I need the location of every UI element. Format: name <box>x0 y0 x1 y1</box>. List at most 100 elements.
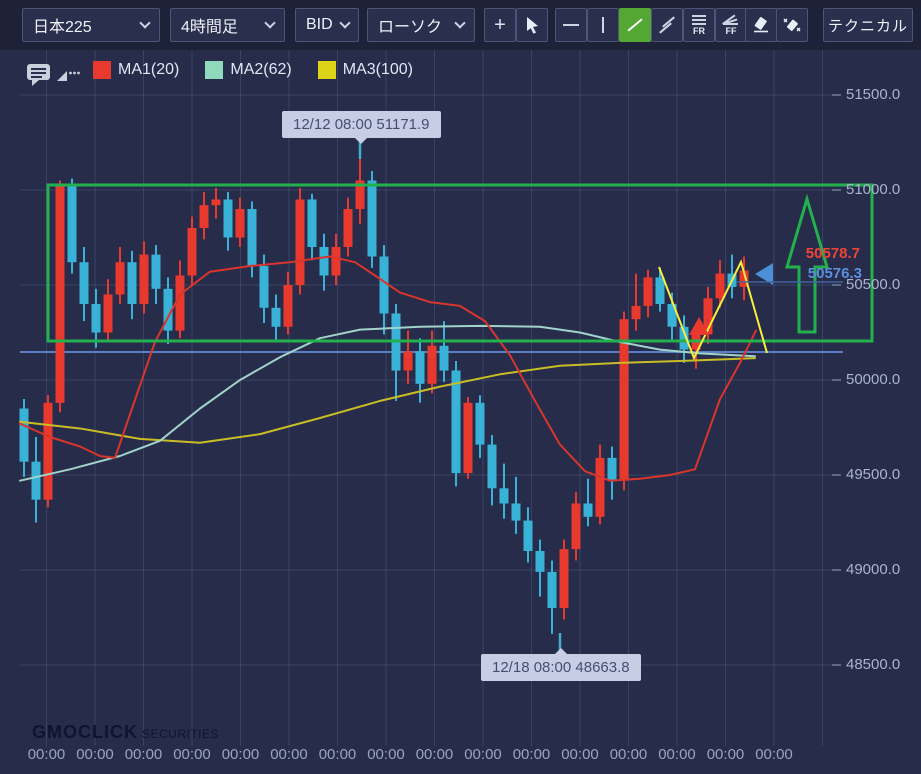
fibonacci-retracement-tool[interactable]: FR <box>683 8 715 42</box>
y-axis-label: 50500.0 <box>846 276 901 293</box>
candle-body <box>571 503 581 550</box>
chart-type-dropdown[interactable]: ローソク <box>367 8 475 42</box>
candle-body <box>127 262 137 304</box>
candle-body <box>199 205 209 228</box>
candle-body <box>139 254 149 304</box>
erase-all-button[interactable] <box>776 8 808 42</box>
candle-body <box>367 180 377 257</box>
ma-line-ma3100 <box>19 357 756 444</box>
chart-type-label: ローソク <box>378 19 443 36</box>
horizontal-line-tool[interactable] <box>555 8 587 42</box>
broker-logo: GMOCLICK SECURITIES <box>32 722 219 743</box>
candle-body <box>355 180 365 209</box>
x-axis-label: 00:00 <box>658 746 696 763</box>
candle-body <box>187 228 197 276</box>
horizontal-line-icon <box>563 24 579 26</box>
fr-label: FR <box>693 25 705 36</box>
eraser-button[interactable] <box>745 8 777 42</box>
red-up-triangle-marker <box>689 317 709 335</box>
x-axis-label: 00:00 <box>706 746 745 763</box>
ff-label: FF <box>725 25 737 36</box>
technical-label: テクニカル <box>827 17 908 35</box>
candle-body <box>403 351 413 371</box>
x-axis-label: 00:00 <box>561 746 599 763</box>
candle-body <box>295 199 305 285</box>
ma1-label: MA1(20) <box>118 61 180 78</box>
candle-body <box>463 402 473 474</box>
technical-indicators-button[interactable]: テクニカル <box>823 8 913 42</box>
parallel-lines-tool[interactable] <box>651 8 683 42</box>
candle-body <box>475 402 485 445</box>
candle-body <box>175 275 185 331</box>
logo-suffix: SECURITIES <box>142 727 220 741</box>
drawn-up-arrow <box>784 193 830 334</box>
x-axis-label: 00:00 <box>270 746 308 763</box>
high-price-tooltip: 12/12 08:00 51171.9 <box>282 111 441 144</box>
y-axis-label: 48500.0 <box>846 656 901 673</box>
candle-body <box>151 254 161 289</box>
candle-body <box>595 457 605 517</box>
vertical-line-tool[interactable] <box>587 8 619 42</box>
ma2-swatch <box>205 61 224 79</box>
ask-price-tag: 50578.7 <box>805 245 860 262</box>
x-axis-label: 00:00 <box>415 746 454 763</box>
ma-legend: MA1(20) MA2(62) MA3(100) <box>93 61 413 79</box>
candle-body <box>271 307 281 327</box>
chevron-down-icon <box>139 17 151 29</box>
vertical-line-icon <box>602 17 604 33</box>
comment-icon <box>27 64 50 86</box>
candle-body <box>667 304 677 327</box>
x-axis-label: 00:00 <box>173 746 211 763</box>
timeframe-label: 4時間足 <box>181 19 238 36</box>
cursor-icon <box>526 17 538 34</box>
candle-body <box>427 345 437 384</box>
candle-body <box>319 247 329 276</box>
candle-body <box>55 184 65 403</box>
eraser-icon <box>754 17 768 33</box>
candle-body <box>211 199 221 206</box>
fibonacci-retracement-icon: FR <box>692 14 706 36</box>
candle-body <box>307 199 317 247</box>
legend-item-ma1: MA1(20) <box>93 61 179 79</box>
trend-marker-button[interactable] <box>56 67 80 88</box>
chevron-down-icon <box>454 17 466 29</box>
candle-body <box>619 319 629 481</box>
erase-all-icon <box>783 18 801 32</box>
drawn-range-box <box>46 183 874 343</box>
symbol-dropdown[interactable]: 日本225 <box>22 8 160 42</box>
candle-body <box>115 262 125 295</box>
candle-body <box>715 273 725 299</box>
x-axis-label: 00:00 <box>221 746 260 763</box>
y-axis-label: 49500.0 <box>846 466 901 483</box>
candle-body <box>67 184 77 263</box>
candle-body <box>643 277 653 306</box>
fibonacci-fan-tool[interactable]: FF <box>715 8 747 42</box>
price-type-dropdown[interactable]: BID <box>295 8 359 42</box>
candle-body <box>739 270 749 287</box>
comment-tool-button[interactable] <box>26 62 52 92</box>
x-axis-label: 00:00 <box>512 746 551 763</box>
candle-body <box>559 549 569 608</box>
x-axis-label: 00:00 <box>76 746 114 763</box>
fibonacci-fan-icon: FF <box>722 14 739 36</box>
ma3-label: MA3(100) <box>342 61 413 78</box>
legend-item-ma3: MA3(100) <box>317 61 413 79</box>
candle-body <box>103 294 113 333</box>
x-axis-label: 00:00 <box>464 746 502 763</box>
candle-body <box>19 408 29 462</box>
ma1-swatch <box>93 61 111 79</box>
x-axis-label: 00:00 <box>27 746 66 763</box>
x-axis-label: 00:00 <box>609 746 648 763</box>
timeframe-dropdown[interactable]: 4時間足 <box>170 8 285 42</box>
current-price-arrow-marker <box>755 263 773 285</box>
candle-body <box>703 298 713 335</box>
cursor-button[interactable] <box>516 8 548 42</box>
trendline-tool[interactable] <box>619 8 651 42</box>
low-price-tooltip: 12/18 08:00 48663.8 <box>481 648 641 681</box>
crosshair-button[interactable]: + <box>484 8 516 42</box>
y-axis-label: 50000.0 <box>846 371 901 388</box>
candle-body <box>379 256 389 314</box>
y-axis-label: 51500.0 <box>846 86 901 103</box>
